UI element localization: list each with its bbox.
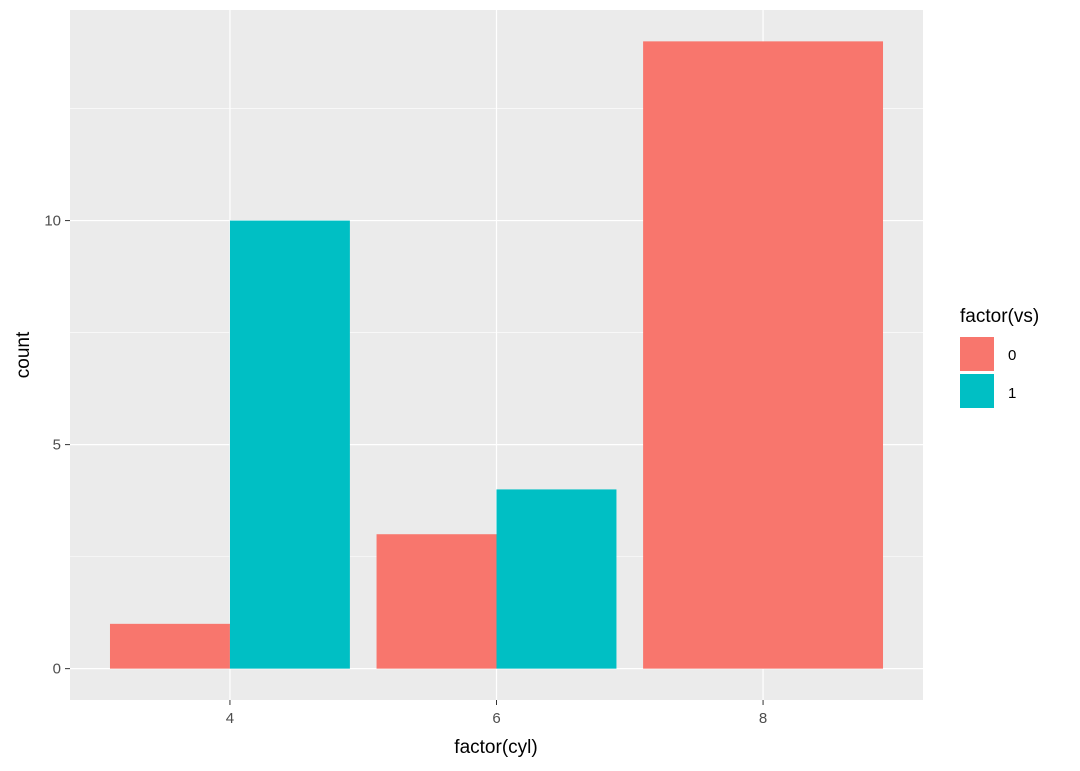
legend: factor(vs) 0 1 <box>960 306 1039 408</box>
y-tick-label: 5 <box>53 437 61 454</box>
x-tick-label: 6 <box>492 710 500 727</box>
x-tick-label: 4 <box>226 710 234 727</box>
y-tick-label: 10 <box>44 213 61 230</box>
bar-4-vs0 <box>109 623 230 669</box>
x-tick-label: 8 <box>759 710 767 727</box>
bars <box>109 41 884 669</box>
legend-label-1: 1 <box>1008 385 1016 402</box>
legend-title: factor(vs) <box>960 306 1039 327</box>
bar-8-vs0 <box>643 41 884 669</box>
y-axis: 0 5 10 <box>44 213 70 678</box>
y-axis-title: count <box>13 331 34 378</box>
x-axis: 4 6 8 <box>226 700 767 727</box>
bar-6-vs0 <box>376 534 497 669</box>
y-tick-label: 0 <box>53 661 61 678</box>
x-axis-title: factor(cyl) <box>454 737 537 758</box>
legend-key-0 <box>960 337 994 371</box>
bar-6-vs1 <box>496 489 617 669</box>
bar-4-vs1 <box>229 220 350 669</box>
legend-key-1 <box>960 374 994 408</box>
legend-label-0: 0 <box>1008 347 1016 364</box>
